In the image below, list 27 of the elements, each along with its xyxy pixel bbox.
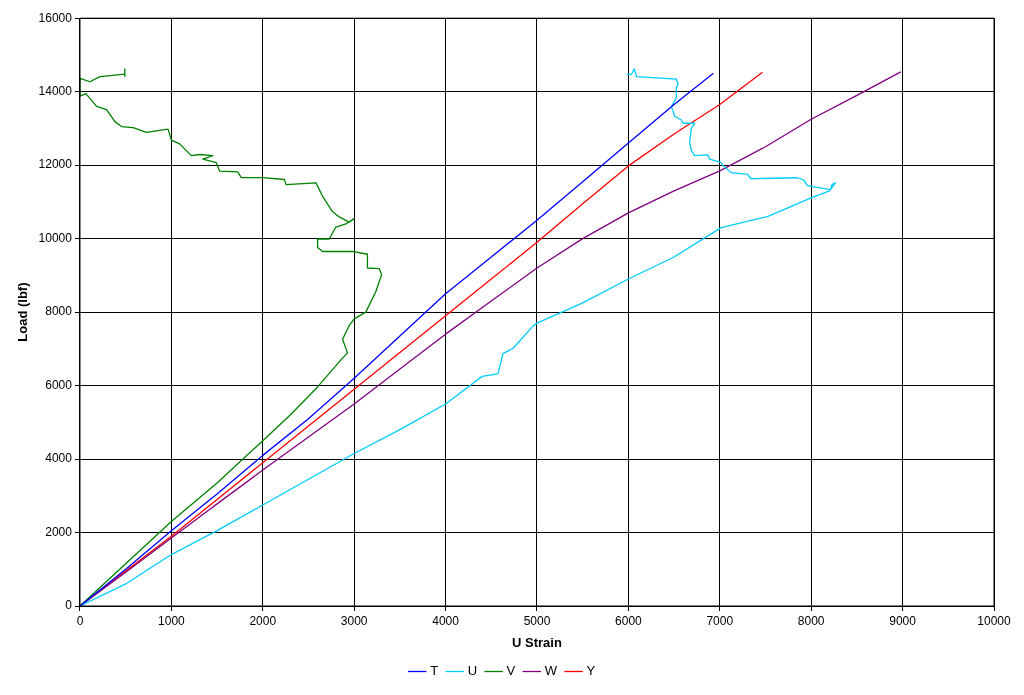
x-tick-label: 8000 (797, 613, 825, 628)
x-tick-label: 3000 (340, 613, 368, 628)
x-tick-label: 9000 (889, 613, 917, 628)
y-tick-label: 6000 (45, 377, 73, 392)
x-tick-label: 4000 (432, 613, 460, 628)
legend-label: V (506, 663, 516, 679)
x-tick-label: 7000 (706, 613, 734, 628)
y-tick-label: 0 (65, 598, 73, 613)
legend-label: Y (586, 663, 596, 679)
x-tick-label: 0 (76, 613, 84, 628)
x-tick-label: 5000 (523, 613, 551, 628)
y-axis-title: Load (lbf) (15, 282, 31, 342)
x-tick-label: 10000 (977, 613, 1012, 628)
x-tick-label: 2000 (249, 613, 277, 628)
x-axis-title: U Strain (512, 634, 562, 650)
legend-label: U (467, 663, 478, 679)
y-tick-label: 14000 (38, 83, 73, 98)
y-tick-label: 12000 (38, 157, 73, 172)
legend-label: W (544, 663, 558, 679)
x-tick-label: 6000 (615, 613, 643, 628)
legend-label: T (430, 663, 439, 679)
x-tick-label: 1000 (158, 613, 186, 628)
y-tick-label: 8000 (45, 304, 73, 319)
y-tick-label: 10000 (38, 230, 73, 245)
y-tick-label: 2000 (45, 524, 73, 539)
y-tick-label: 4000 (45, 451, 73, 466)
y-tick-label: 16000 (38, 10, 73, 25)
